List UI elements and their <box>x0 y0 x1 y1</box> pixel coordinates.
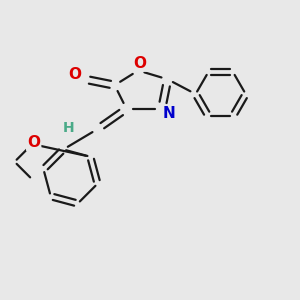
Text: O: O <box>133 56 146 70</box>
Text: O: O <box>27 135 40 150</box>
Text: H: H <box>63 121 75 135</box>
Text: N: N <box>163 106 175 121</box>
Text: O: O <box>68 68 81 82</box>
